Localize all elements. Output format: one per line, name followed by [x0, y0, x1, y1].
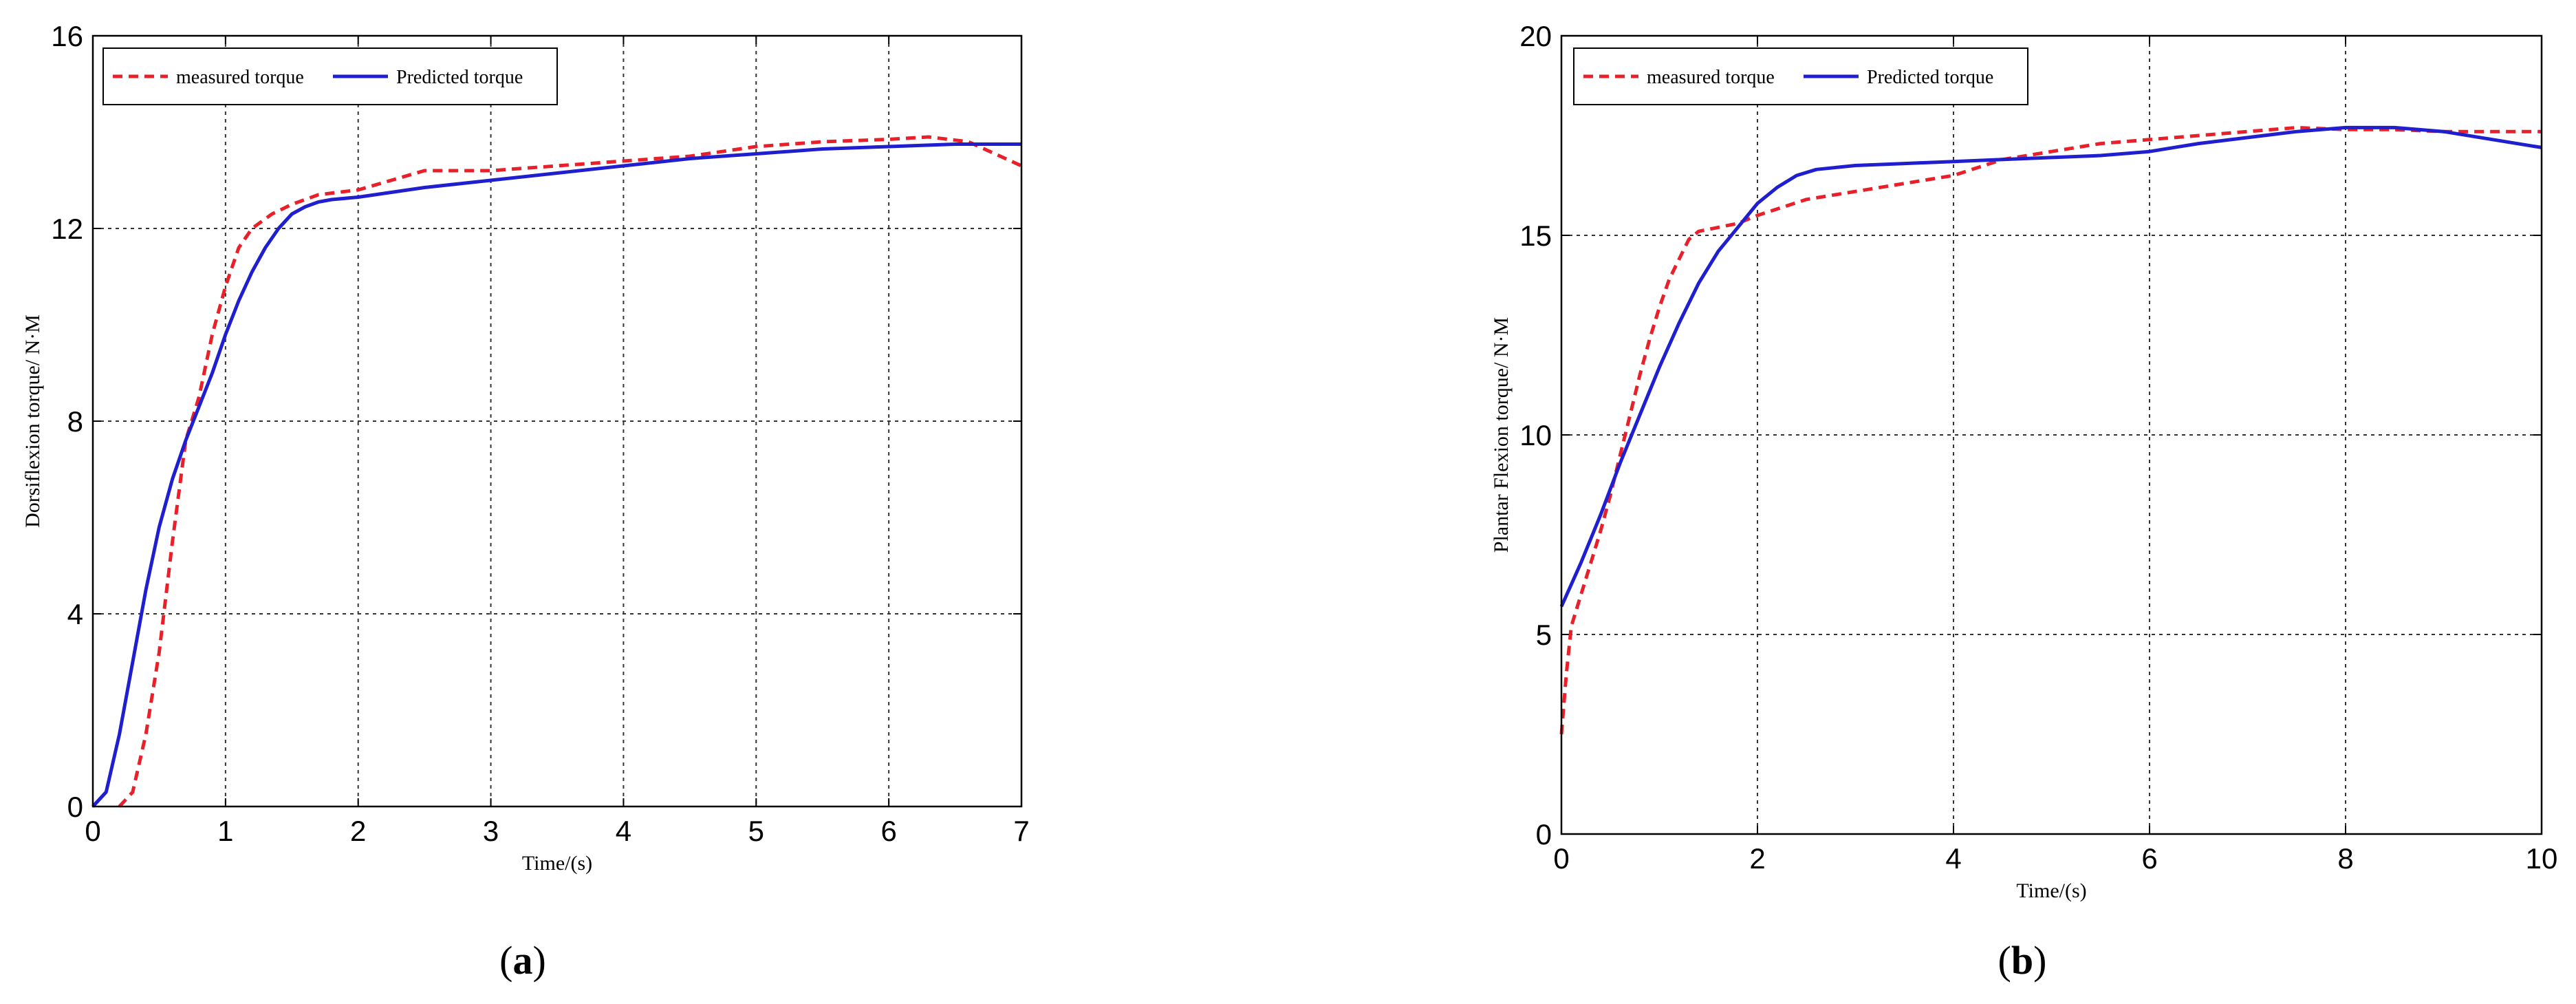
x-tick-label: 8: [2337, 842, 2353, 875]
x-tick-label: 4: [1945, 842, 1961, 875]
plot-area: [1561, 36, 2542, 834]
x-tick-label: 4: [616, 815, 631, 847]
x-tick-label: 6: [2141, 842, 2157, 875]
y-tick-label: 0: [67, 791, 83, 823]
legend-label: Predicted torque: [396, 67, 523, 88]
plot-frame: [91, 34, 1023, 808]
x-tick-label: 5: [748, 815, 764, 847]
x-tick-label: 1: [217, 815, 233, 847]
y-tick-label: 8: [67, 405, 83, 438]
series-line-measured: [118, 135, 1023, 808]
legend-box: [102, 47, 558, 105]
y-tick-label: 10: [1519, 419, 1552, 451]
y-axis-label: Plantar Flexion torque/ N·M: [1490, 317, 1513, 553]
y-tick-label: 5: [1536, 619, 1552, 651]
x-axis-label: Time/(s): [522, 852, 592, 875]
panel-label: (b): [1998, 938, 2047, 983]
y-tick-label: 15: [1519, 220, 1552, 252]
x-tick-label: 2: [350, 815, 366, 847]
legend-label: measured torque: [1647, 67, 1775, 88]
chart-b: 0 2 4 6 8 10 0 5 10 15 20 measured torque Predicted …: [1490, 20, 2557, 983]
y-tick-label: 4: [67, 598, 83, 630]
y-tick-label: 20: [1519, 20, 1552, 52]
y-tick-label: 12: [51, 213, 83, 245]
x-tick-label: 7: [1013, 815, 1029, 847]
panel-label: (a): [499, 938, 546, 983]
plot-frame: [1560, 34, 2543, 835]
series-line-predicted: [1559, 125, 2542, 608]
x-tick-label: 6: [880, 815, 896, 847]
y-axis-label: Dorsiflexion torque/ N·M: [21, 314, 44, 528]
x-tick-label: 0: [1553, 842, 1569, 875]
legend-box: [1573, 47, 2028, 105]
x-axis-label: Time/(s): [2016, 879, 2086, 902]
x-tick-label: 2: [1749, 842, 1765, 875]
x-tick-label: 10: [2526, 842, 2558, 875]
x-tick-label: 0: [85, 815, 100, 847]
y-tick-label: 0: [1536, 818, 1552, 851]
legend-label: measured torque: [176, 67, 304, 88]
x-tick-label: 3: [483, 815, 499, 847]
legend-label: Predicted torque: [1867, 67, 1993, 88]
legend: measured torque Predicted torque: [1573, 47, 2028, 105]
series-line-predicted: [91, 142, 1021, 808]
legend: measured torque Predicted torque: [102, 47, 558, 105]
y-tick-label: 16: [51, 20, 83, 52]
